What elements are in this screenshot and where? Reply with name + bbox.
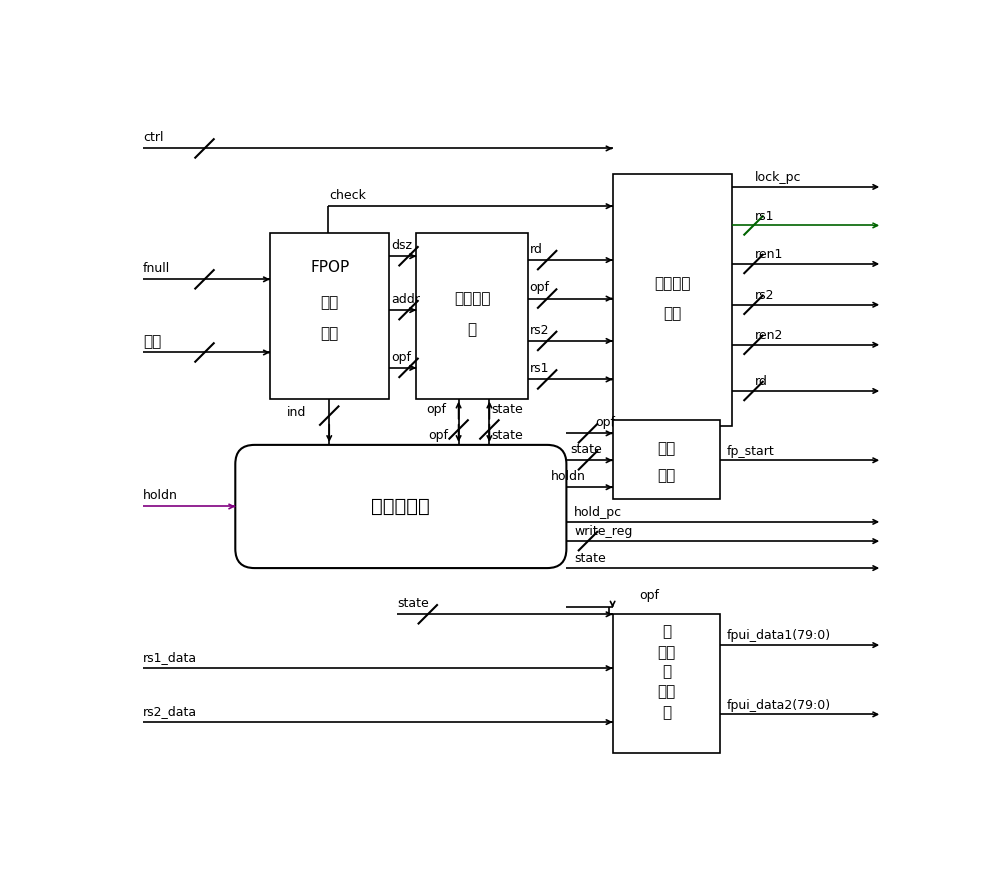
Text: 数: 数 bbox=[662, 665, 671, 680]
Text: ren2: ren2 bbox=[755, 329, 783, 342]
Text: rs2: rs2 bbox=[755, 289, 775, 302]
Text: opf: opf bbox=[428, 429, 448, 442]
Text: 操作: 操作 bbox=[657, 645, 676, 660]
Text: fp_start: fp_start bbox=[727, 445, 774, 458]
Text: write_reg: write_reg bbox=[574, 525, 632, 538]
Bar bbox=[416, 233, 528, 399]
Text: 指令: 指令 bbox=[143, 334, 161, 349]
Text: rs1: rs1 bbox=[755, 210, 775, 223]
Text: 模块: 模块 bbox=[657, 469, 676, 484]
Text: ren1: ren1 bbox=[755, 248, 783, 261]
Text: hold_pc: hold_pc bbox=[574, 507, 622, 519]
Text: rs2_data: rs2_data bbox=[143, 705, 197, 718]
Text: opf: opf bbox=[640, 590, 660, 602]
Text: 寄存: 寄存 bbox=[657, 684, 676, 698]
Text: fnull: fnull bbox=[143, 262, 170, 275]
FancyBboxPatch shape bbox=[235, 445, 566, 568]
Text: state: state bbox=[492, 403, 523, 416]
Text: holdn: holdn bbox=[143, 489, 178, 502]
Bar bbox=[613, 614, 720, 753]
Text: 器: 器 bbox=[468, 322, 477, 337]
Text: lock_pc: lock_pc bbox=[755, 171, 802, 184]
Text: state: state bbox=[397, 597, 429, 610]
Text: 地址生成: 地址生成 bbox=[454, 291, 490, 306]
Text: opf: opf bbox=[529, 281, 549, 294]
Text: ctrl: ctrl bbox=[143, 131, 163, 144]
Bar bbox=[613, 174, 732, 425]
Text: 源: 源 bbox=[662, 624, 671, 639]
Text: dsz: dsz bbox=[391, 239, 412, 252]
Text: state: state bbox=[574, 552, 606, 566]
Text: rd: rd bbox=[529, 243, 542, 255]
Text: check: check bbox=[329, 189, 366, 202]
Text: 模块: 模块 bbox=[663, 307, 681, 322]
Text: fpui_data2(79:0): fpui_data2(79:0) bbox=[727, 698, 831, 712]
Text: addr: addr bbox=[391, 293, 420, 306]
Text: fpui_data1(79:0): fpui_data1(79:0) bbox=[727, 629, 831, 643]
Text: 控制状态机: 控制状态机 bbox=[371, 497, 430, 516]
Text: FPOP: FPOP bbox=[310, 260, 349, 275]
Text: state: state bbox=[570, 443, 602, 456]
Text: 译码: 译码 bbox=[320, 295, 339, 310]
Text: 相关判断: 相关判断 bbox=[654, 276, 691, 291]
Text: state: state bbox=[492, 429, 523, 442]
Bar bbox=[613, 420, 720, 499]
Text: opf: opf bbox=[391, 351, 411, 363]
Text: ind: ind bbox=[287, 406, 306, 419]
Text: 启动: 启动 bbox=[657, 441, 676, 456]
Bar bbox=[270, 233, 389, 399]
Text: rs2: rs2 bbox=[529, 324, 549, 337]
Text: opf: opf bbox=[596, 416, 616, 429]
Text: holdn: holdn bbox=[551, 470, 586, 483]
Text: 器: 器 bbox=[662, 705, 671, 720]
Text: rs1: rs1 bbox=[529, 362, 549, 375]
Text: opf: opf bbox=[426, 403, 446, 416]
Text: rs1_data: rs1_data bbox=[143, 651, 197, 664]
Text: 模块: 模块 bbox=[320, 325, 339, 340]
Text: rd: rd bbox=[755, 375, 768, 388]
